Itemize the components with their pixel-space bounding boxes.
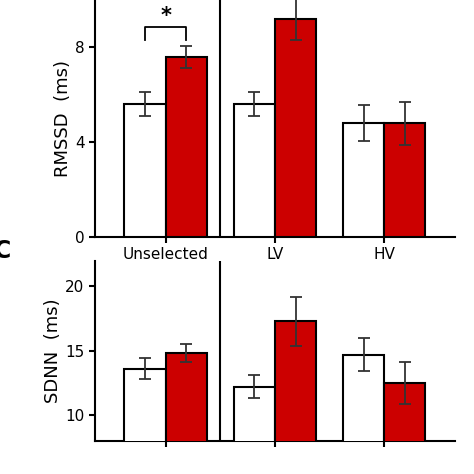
- Bar: [343, 123, 384, 237]
- Y-axis label: RMSSD  (ms): RMSSD (ms): [54, 60, 72, 177]
- Bar: [343, 355, 384, 474]
- Bar: [124, 104, 165, 237]
- Text: C: C: [0, 239, 11, 263]
- Bar: [124, 369, 165, 474]
- Bar: [165, 353, 207, 474]
- Bar: [234, 104, 275, 237]
- Bar: [275, 321, 316, 474]
- Bar: [165, 57, 207, 237]
- Bar: [384, 383, 426, 474]
- Y-axis label: SDNN  (ms): SDNN (ms): [45, 299, 63, 403]
- Bar: [384, 123, 426, 237]
- Bar: [234, 387, 275, 474]
- Bar: [275, 19, 316, 237]
- Text: *: *: [160, 6, 171, 26]
